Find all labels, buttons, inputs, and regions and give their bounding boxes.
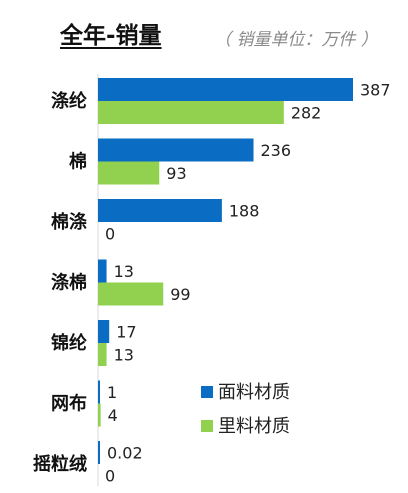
legend-swatch-series-2 <box>201 420 213 432</box>
category-label: 锦纶 <box>51 332 87 354</box>
category-label: 棉 <box>69 151 87 173</box>
bar-series-2 <box>98 343 107 366</box>
chart-title: 全年-销量 <box>60 23 162 49</box>
category-label: 涤棉 <box>51 272 87 294</box>
chart-subtitle: （ 销量单位：万件 ） <box>214 30 378 50</box>
bars <box>98 78 353 464</box>
data-label: 4 <box>108 406 118 425</box>
bar-series-1 <box>98 138 254 162</box>
data-label: 1 <box>107 383 117 402</box>
bar-series-2 <box>98 161 160 185</box>
data-label: 236 <box>261 141 292 160</box>
category-label: 涤纶 <box>51 90 87 112</box>
bar-series-2 <box>98 403 101 427</box>
category-label: 摇粒绒 <box>33 453 87 475</box>
bar-series-1 <box>98 259 107 283</box>
bar-series-1 <box>98 320 110 343</box>
bar-series-1 <box>98 380 100 404</box>
category-label: 网布 <box>51 393 87 415</box>
bar-series-1 <box>98 199 222 222</box>
data-label: 99 <box>170 285 190 304</box>
data-label: 13 <box>114 262 134 281</box>
data-label: 188 <box>229 202 260 221</box>
data-label: 17 <box>116 323 136 342</box>
data-label: 0 <box>105 467 115 486</box>
data-label: 282 <box>291 104 322 123</box>
data-label: 0.02 <box>107 444 143 463</box>
bar-series-2 <box>98 101 284 124</box>
legend-label: 面料材质 <box>218 382 290 403</box>
data-label: 93 <box>166 164 186 183</box>
data-label: 13 <box>114 346 134 365</box>
bar-series-1 <box>98 78 353 101</box>
legend-label: 里料材质 <box>218 416 290 437</box>
category-label: 棉涤 <box>51 211 87 233</box>
bar-series-1 <box>98 441 100 464</box>
value-labels: 387 282 236 93 188 0 13 99 17 13 1 4 0.02 0 <box>105 81 391 486</box>
data-label: 0 <box>105 225 115 244</box>
data-label: 387 <box>360 81 391 100</box>
bar-series-2 <box>98 282 164 306</box>
legend-swatch-series-1 <box>201 386 213 398</box>
